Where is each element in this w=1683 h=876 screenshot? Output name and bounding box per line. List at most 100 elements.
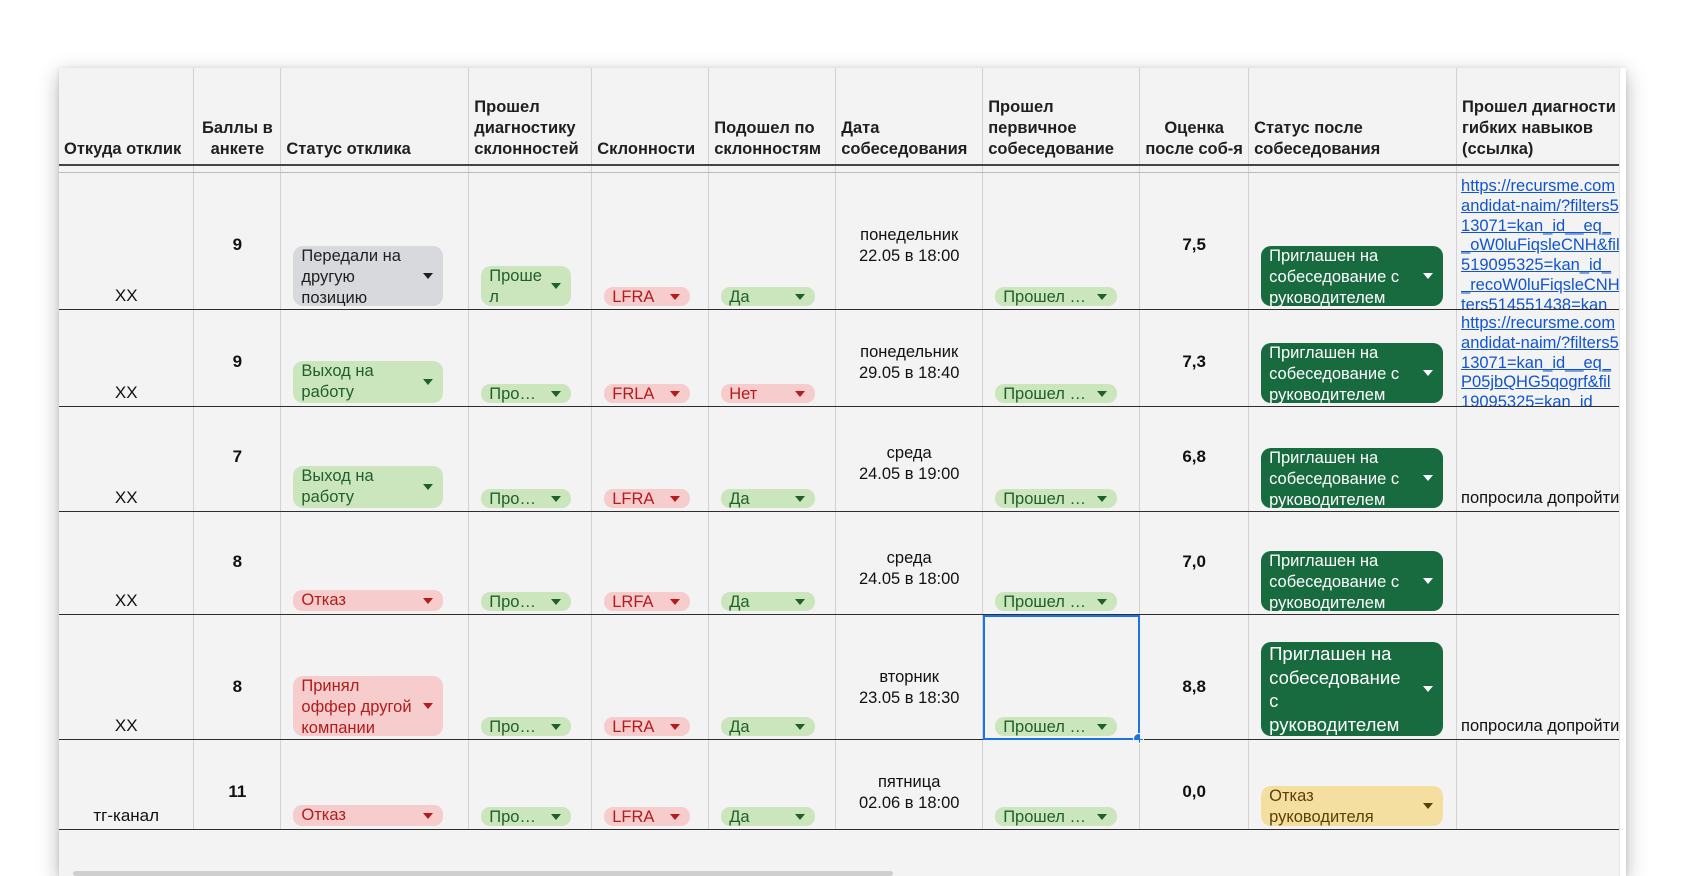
dropdown-arrow-icon[interactable]	[1097, 813, 1108, 820]
status-after-dropdown[interactable]: Приглашен на собеседование с руководител…	[1261, 448, 1444, 508]
tendencies-dropdown[interactable]: FRLA	[604, 384, 691, 403]
cell[interactable]: Прошел …	[982, 172, 1141, 310]
cell[interactable]: 0,0	[1139, 739, 1250, 830]
cell[interactable]: Прошел …	[982, 406, 1141, 512]
cell[interactable]: Прошел …	[982, 739, 1141, 830]
cell[interactable]: Прошел …	[982, 309, 1141, 407]
header-soft-skills-link[interactable]: Прошел диагности гибких навыков (ссылка)	[1456, 68, 1626, 166]
cell[interactable]: 6,8	[1139, 406, 1250, 512]
dropdown-arrow-icon[interactable]	[551, 813, 562, 820]
cell[interactable]: среда 24.05 в 18:00	[835, 511, 984, 615]
dropdown-arrow-icon[interactable]	[423, 703, 434, 709]
cell[interactable]: https://recursme.com andidat-naim/?filte…	[1456, 172, 1626, 310]
dropdown-arrow-icon[interactable]	[423, 484, 434, 490]
dropdown-arrow-icon[interactable]	[551, 283, 562, 289]
dropdown-arrow-icon[interactable]	[423, 273, 434, 279]
cell[interactable]: XX	[59, 406, 195, 512]
cell[interactable]: понедельник 29.05 в 18:40	[835, 309, 984, 407]
cell[interactable]: XX	[59, 309, 195, 407]
header-diagnostics[interactable]: Прошел диагностику склонностей	[468, 68, 593, 166]
diagnostics-dropdown[interactable]: Проше л	[481, 266, 572, 306]
dropdown-arrow-icon[interactable]	[1097, 598, 1108, 605]
cell[interactable]: Выход на работу	[280, 309, 470, 407]
cell[interactable]: Принял оффер другой компании	[280, 614, 470, 740]
dropdown-arrow-icon[interactable]	[551, 390, 562, 397]
header-status[interactable]: Статус отклика	[280, 68, 470, 166]
cell[interactable]: LFRA	[591, 614, 710, 740]
cell[interactable]: 7,3	[1139, 309, 1250, 407]
dropdown-arrow-icon[interactable]	[795, 598, 806, 605]
dropdown-arrow-icon[interactable]	[1423, 686, 1434, 692]
cell[interactable]: Про…	[468, 739, 593, 830]
cell[interactable]: Приглашен на собеседование с руководител…	[1248, 406, 1458, 512]
dropdown-arrow-icon[interactable]	[1097, 495, 1108, 502]
cell[interactable]: 11	[193, 739, 282, 830]
dropdown-arrow-icon[interactable]	[795, 293, 806, 300]
dropdown-arrow-icon[interactable]	[551, 723, 562, 730]
cell[interactable]	[1456, 511, 1626, 615]
status-after-dropdown[interactable]: Приглашен на собеседование с руководител…	[1261, 642, 1444, 736]
cell[interactable]: Выход на работу	[280, 406, 470, 512]
cell[interactable]: Да	[708, 739, 837, 830]
status-dropdown[interactable]: Отказ	[293, 805, 444, 826]
cell[interactable]: 9	[193, 309, 282, 407]
cell[interactable]: Про…	[468, 406, 593, 512]
cell[interactable]: Да	[708, 172, 837, 310]
first-interview-dropdown[interactable]: Прошел …	[995, 287, 1118, 306]
dropdown-arrow-icon[interactable]	[1423, 370, 1434, 376]
first-interview-dropdown[interactable]: Прошел …	[995, 717, 1118, 736]
dropdown-arrow-icon[interactable]	[795, 390, 806, 397]
cell[interactable]: Проше л	[468, 172, 593, 310]
cell[interactable]	[1456, 739, 1626, 830]
cell[interactable]: среда 24.05 в 19:00	[835, 406, 984, 512]
header-score[interactable]: Баллы в анкете	[193, 68, 282, 166]
cell[interactable]: LRFA	[591, 511, 710, 615]
dropdown-arrow-icon[interactable]	[795, 813, 806, 820]
tendencies-dropdown[interactable]: LFRA	[604, 489, 691, 508]
dropdown-arrow-icon[interactable]	[551, 598, 562, 605]
cell[interactable]: тг-канал	[59, 739, 195, 830]
dropdown-arrow-icon[interactable]	[795, 495, 806, 502]
fit-dropdown[interactable]: Да	[721, 592, 816, 611]
status-after-dropdown[interactable]: Отказ руководителя	[1261, 786, 1444, 826]
first-interview-dropdown[interactable]: Прошел …	[995, 384, 1118, 403]
header-rating[interactable]: Оценка после соб-я	[1139, 68, 1250, 166]
tendencies-dropdown[interactable]: LRFA	[604, 592, 691, 611]
dropdown-arrow-icon[interactable]	[1423, 803, 1434, 809]
cell[interactable]: 9	[193, 172, 282, 310]
dropdown-arrow-icon[interactable]	[551, 495, 562, 502]
cell[interactable]: Про…	[468, 614, 593, 740]
cell[interactable]: Про…	[468, 511, 593, 615]
header-status-after[interactable]: Статус после собеседования	[1248, 68, 1458, 166]
cell[interactable]: Отказ	[280, 511, 470, 615]
dropdown-arrow-icon[interactable]	[670, 495, 681, 502]
cell[interactable]: Прошел …	[982, 614, 1145, 744]
tendencies-dropdown[interactable]: LFRA	[604, 717, 691, 736]
dropdown-arrow-icon[interactable]	[1097, 293, 1108, 300]
soft-skills-link[interactable]: https://recursme.com andidat-naim/?filte…	[1461, 314, 1619, 407]
status-after-dropdown[interactable]: Приглашен на собеседование с руководител…	[1261, 246, 1444, 306]
cell[interactable]: XX	[59, 172, 195, 310]
cell[interactable]: Приглашен на собеседование с руководител…	[1248, 309, 1458, 407]
cell[interactable]: LFRA	[591, 406, 710, 512]
cell[interactable]: Про…	[468, 309, 593, 407]
dropdown-arrow-icon[interactable]	[1097, 390, 1108, 397]
status-dropdown[interactable]: Принял оффер другой компании	[293, 676, 444, 736]
cell[interactable]: 8	[193, 614, 282, 740]
diagnostics-dropdown[interactable]: Про…	[481, 807, 572, 826]
dropdown-arrow-icon[interactable]	[423, 597, 434, 604]
cell[interactable]: Приглашен на собеседование с руководител…	[1248, 614, 1458, 740]
cell[interactable]: попросила допройти	[1456, 614, 1626, 740]
cell[interactable]: LFRA	[591, 739, 710, 830]
dropdown-arrow-icon[interactable]	[670, 723, 681, 730]
dropdown-arrow-icon[interactable]	[670, 813, 681, 820]
cell[interactable]: XX	[59, 614, 195, 740]
fit-dropdown[interactable]: Да	[721, 717, 816, 736]
tendencies-dropdown[interactable]: LFRA	[604, 287, 691, 306]
first-interview-dropdown[interactable]: Прошел …	[995, 592, 1118, 611]
fit-dropdown[interactable]: Да	[721, 287, 816, 306]
cell[interactable]: 8,8	[1139, 614, 1250, 740]
cell[interactable]: попросила допройти	[1456, 406, 1626, 512]
status-dropdown[interactable]: Отказ	[293, 590, 444, 611]
header-date[interactable]: Дата собеседования	[835, 68, 984, 166]
